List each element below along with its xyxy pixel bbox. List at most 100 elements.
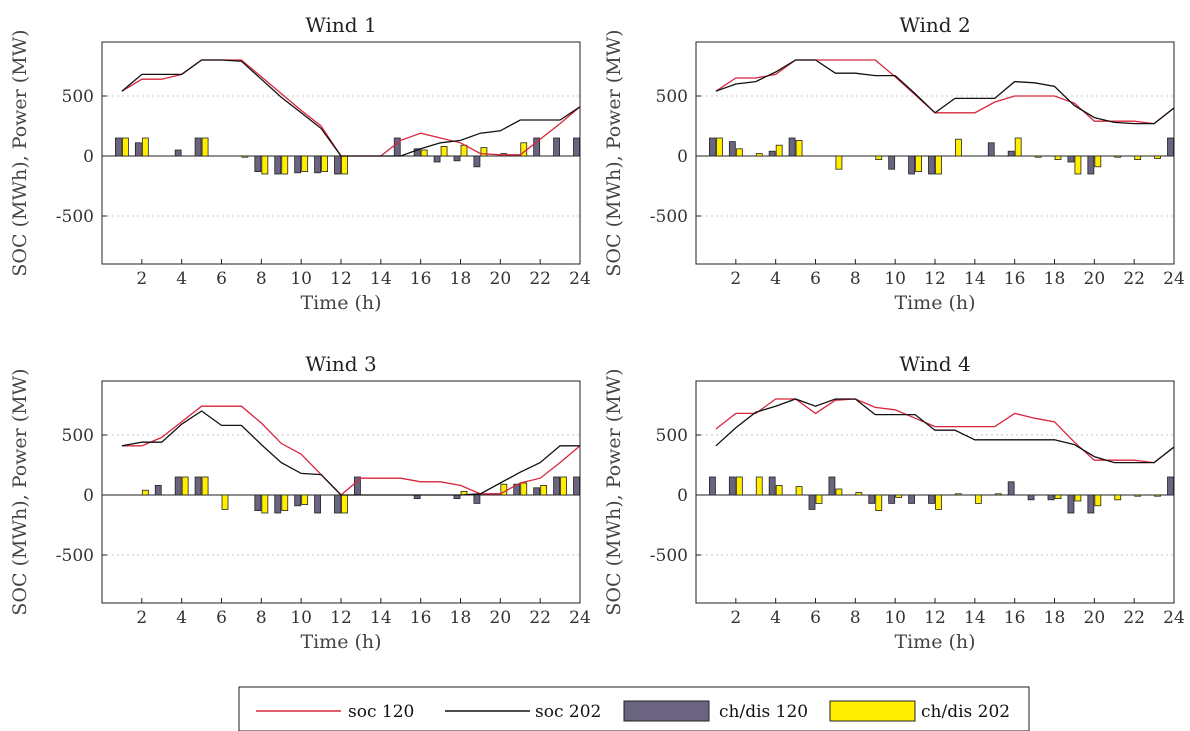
y-axis-label: SOC (MWh), Power (MW) [603,29,625,276]
x-tick-label: 22 [529,269,551,289]
bar-chdis-120 [314,155,321,174]
bar-chdis-120 [174,149,182,157]
bar-chdis-120 [768,150,776,157]
bar-chdis-202 [1054,494,1062,499]
x-tick-label: 8 [850,269,861,289]
bar-chdis-202 [1094,494,1102,507]
bar-chdis-202 [560,476,567,496]
y-tick-label: 0 [83,147,94,167]
bar-chdis-120 [294,155,302,174]
bar-chdis-202 [420,149,428,157]
bar-chdis-202 [341,155,348,175]
bar-chdis-202 [955,138,962,157]
bar-chdis-202 [321,155,328,172]
bar-chdis-202 [775,144,783,157]
legend-label: soc 120 [348,702,414,722]
x-tick-label: 14 [370,608,392,628]
legend: soc 120 soc 202 ch/dis 120 ch/dis 202 [238,686,1030,731]
bar-chdis-120 [1047,494,1055,501]
bar-chdis-120 [433,155,441,163]
bar-chdis-120 [473,494,481,504]
x-tick-label: 24 [1163,269,1185,289]
bar-chdis-202 [1074,155,1082,175]
bar-chdis-120 [808,494,816,510]
bar-chdis-202 [241,155,249,158]
bar-chdis-202 [480,147,488,157]
bar-chdis-202 [855,492,863,496]
bar-chdis-120 [768,476,776,496]
x-tick-label: 20 [490,608,512,628]
bar-chdis-202 [1134,494,1142,497]
line-soc-120 [121,59,581,157]
bar-chdis-202 [994,493,1002,496]
bar-chdis-120 [1027,494,1035,501]
bar-chdis-120 [1087,494,1095,514]
bar-chdis-202 [181,476,189,496]
x-tick-label: 24 [569,608,591,628]
bar-chdis-120 [314,494,321,514]
bar-chdis-202 [835,155,843,170]
bar-chdis-202 [122,137,129,157]
x-tick-label: 22 [1123,269,1145,289]
bar-chdis-202 [1014,137,1022,157]
bar-chdis-202 [755,476,763,496]
bar-chdis-202 [440,145,448,157]
bar-chdis-202 [141,489,149,496]
x-tick-label: 10 [290,269,312,289]
bar-chdis-202 [735,148,743,157]
bar-chdis-202 [1114,494,1122,501]
bar-chdis-202 [540,484,548,496]
bar-chdis-120 [274,494,282,514]
bar-chdis-120 [928,155,935,175]
x-tick-label: 6 [216,608,227,628]
x-tick-label: 16 [410,269,432,289]
x-tick-label: 12 [330,269,352,289]
x-axis-label: Time (h) [300,292,381,314]
line-soc-202 [121,410,580,496]
bar-chdis-202 [875,155,883,160]
bar-chdis-120 [254,155,262,172]
bar-chdis-120 [1067,155,1075,163]
y-tick-label: 500 [656,426,688,446]
x-tick-label: 10 [884,608,906,628]
x-tick-label: 2 [730,269,741,289]
x-axis-label: Time (h) [894,631,975,653]
y-tick-label: 0 [677,147,688,167]
bar-chdis-120 [533,137,541,157]
bar-chdis-120 [908,155,915,175]
bar-chdis-202 [1054,155,1062,160]
bar-chdis-202 [716,137,723,157]
x-tick-label: 16 [1004,269,1026,289]
bar-chdis-202 [974,494,982,504]
bar-chdis-120 [473,155,481,168]
x-tick-label: 8 [256,608,267,628]
x-tick-label: 16 [1004,608,1026,628]
x-tick-label: 24 [1163,608,1185,628]
bar-chdis-202 [201,476,209,496]
y-tick-label: -500 [56,546,94,566]
bar-chdis-120 [573,137,580,157]
bar-chdis-202 [301,494,309,506]
bar-chdis-202 [201,137,209,157]
bar-chdis-202 [795,486,803,496]
x-tick-label: 12 [924,269,946,289]
bar-chdis-202 [815,494,823,504]
bar-chdis-202 [221,494,229,510]
bar-chdis-120 [1167,476,1174,496]
bar-chdis-202 [281,494,289,512]
bar-chdis-202 [261,494,269,514]
x-tick-label: 4 [770,608,781,628]
bar-chdis-120 [334,155,341,175]
bar-chdis-120 [294,494,302,507]
bar-chdis-120 [868,494,876,504]
bar-chdis-120 [1087,155,1095,175]
x-tick-label: 2 [730,608,741,628]
bar-chdis-120 [134,142,142,157]
bar-chdis-202 [935,155,942,175]
bar-chdis-120 [533,487,541,496]
bar-chdis-120 [1007,481,1015,496]
